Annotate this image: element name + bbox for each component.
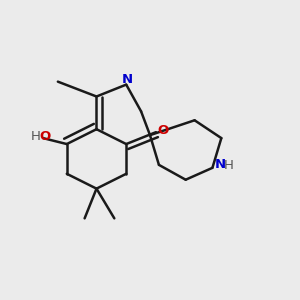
Text: N: N — [214, 158, 225, 171]
Text: O: O — [39, 130, 50, 143]
Text: N: N — [122, 73, 133, 86]
Text: O: O — [158, 124, 169, 137]
Text: H: H — [224, 159, 234, 172]
Text: H: H — [31, 130, 40, 143]
